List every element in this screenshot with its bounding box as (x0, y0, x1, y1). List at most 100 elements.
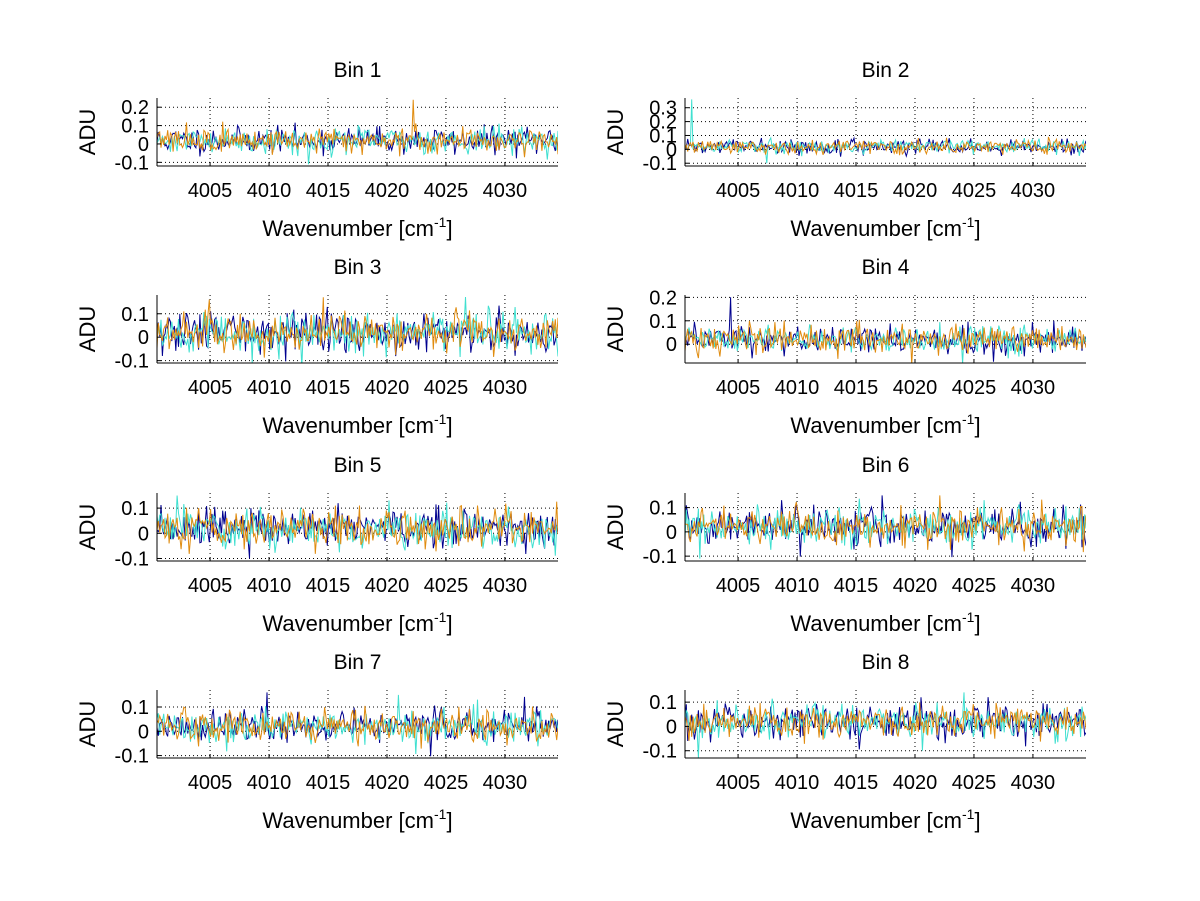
y-tick-label: 0.1 (121, 697, 149, 719)
series-line-1 (685, 297, 1086, 362)
x-axis-label-text: Wavenumber [cm (262, 808, 434, 833)
x-tick-label: 4030 (483, 575, 528, 597)
series-line-2 (685, 99, 1086, 164)
x-tick-label: 4025 (424, 772, 469, 794)
y-tick-label: -0.1 (643, 546, 677, 568)
x-tick-label: 4025 (952, 575, 997, 597)
y-axis-label: ADU (603, 306, 628, 352)
x-tick-label: 4020 (365, 575, 410, 597)
series-line-3 (157, 705, 558, 749)
x-tick-label: 4030 (1011, 772, 1056, 794)
x-tick-label: 4020 (365, 772, 410, 794)
x-axis-label-suffix: ] (446, 216, 452, 241)
x-tick-label: 4020 (365, 377, 410, 399)
x-tick-label: 4005 (716, 180, 761, 202)
y-tick-label: 0 (666, 139, 677, 161)
x-axis-label: Wavenumber [cm-1] (790, 609, 980, 636)
y-tick-label: 0 (666, 334, 677, 356)
x-tick-label: 4015 (834, 772, 879, 794)
x-tick-label: 4005 (716, 575, 761, 597)
subplot-bin-4: 4005 4010 4015 4020 4025 4030 00.10.2 Bin 4 ADU W… (603, 256, 1086, 438)
y-tick-label: 0.1 (649, 311, 677, 333)
y-axis-label: ADU (75, 109, 100, 155)
subplot-title: Bin 3 (334, 256, 382, 279)
x-axis-label-suffix: ] (974, 216, 980, 241)
subplot-title: Bin 4 (862, 256, 910, 279)
subplot-title: Bin 8 (862, 651, 910, 674)
x-axis-label-exponent: -1 (962, 411, 975, 427)
x-axis-label-text: Wavenumber [cm (262, 611, 434, 636)
y-axis-label: ADU (603, 504, 628, 550)
x-axis-label-exponent: -1 (434, 411, 447, 427)
y-tick-label: -0.1 (643, 153, 677, 175)
x-tick-label: 4015 (306, 575, 351, 597)
y-axis-label: ADU (603, 701, 628, 747)
subplot-title: Bin 1 (334, 59, 382, 82)
y-tick-label: 0.1 (649, 692, 677, 714)
x-tick-label: 4020 (365, 180, 410, 202)
x-axis-label-exponent: -1 (962, 806, 975, 822)
y-tick-label: 0.1 (649, 125, 677, 147)
x-tick-label: 4030 (483, 180, 528, 202)
y-tick-label: 0.2 (649, 287, 677, 309)
x-tick-label: 4030 (483, 377, 528, 399)
x-tick-label: 4025 (424, 180, 469, 202)
y-tick-label: -0.1 (115, 548, 149, 570)
series-line-2 (157, 694, 558, 755)
y-tick-label: 0 (138, 327, 149, 349)
x-tick-label: 4005 (188, 377, 233, 399)
series-line-1 (685, 495, 1086, 558)
y-tick-label: 0.1 (121, 498, 149, 520)
x-axis-label: Wavenumber [cm-1] (262, 609, 452, 636)
x-tick-label: 4005 (716, 772, 761, 794)
x-tick-label: 4015 (834, 180, 879, 202)
x-axis-label-suffix: ] (974, 611, 980, 636)
y-tick-label: 0 (138, 721, 149, 743)
y-tick-label: 0.2 (121, 97, 149, 119)
x-axis-label-exponent: -1 (434, 609, 447, 625)
subplot-title: Bin 5 (334, 454, 382, 477)
series-line-3 (685, 495, 1086, 553)
y-tick-label: 0.2 (649, 112, 677, 134)
x-axis-label-exponent: -1 (962, 214, 975, 230)
y-tick-label: 0 (666, 522, 677, 544)
x-axis-label-exponent: -1 (434, 806, 447, 822)
x-tick-label: 4010 (775, 180, 820, 202)
x-tick-label: 4010 (247, 180, 292, 202)
x-tick-label: 4005 (188, 575, 233, 597)
series-line-3 (157, 501, 558, 554)
x-axis-label-suffix: ] (974, 808, 980, 833)
x-tick-label: 4030 (1011, 575, 1056, 597)
y-tick-label: 0 (666, 716, 677, 738)
x-tick-label: 4010 (775, 575, 820, 597)
x-axis-label-text: Wavenumber [cm (790, 413, 962, 438)
x-axis-label: Wavenumber [cm-1] (790, 214, 980, 241)
x-tick-label: 4020 (893, 377, 938, 399)
x-axis-label: Wavenumber [cm-1] (790, 411, 980, 438)
series-line-2 (685, 692, 1086, 758)
x-tick-label: 4010 (775, 377, 820, 399)
x-tick-label: 4020 (893, 772, 938, 794)
x-tick-label: 4025 (952, 180, 997, 202)
x-tick-label: 4025 (952, 772, 997, 794)
y-tick-label: 0.3 (649, 98, 677, 120)
subplot-bin-7: 4005 4010 4015 4020 4025 4030 -0.1 00.1 Bin 7 ADU… (75, 651, 558, 833)
y-tick-label: -0.1 (115, 152, 149, 174)
y-tick-label: 0.1 (121, 116, 149, 138)
x-tick-label: 4020 (893, 575, 938, 597)
y-tick-label: 0 (138, 523, 149, 545)
series-line-2 (685, 498, 1086, 559)
x-axis-label: Wavenumber [cm-1] (262, 214, 452, 241)
x-axis-label-suffix: ] (446, 808, 452, 833)
y-tick-label: -0.1 (115, 351, 149, 373)
x-tick-label: 4005 (716, 377, 761, 399)
series-line-3 (685, 319, 1086, 363)
x-tick-label: 4010 (247, 575, 292, 597)
x-axis-label-text: Wavenumber [cm (790, 611, 962, 636)
x-tick-label: 4030 (1011, 377, 1056, 399)
x-axis-label-text: Wavenumber [cm (262, 216, 434, 241)
series-line-3 (157, 297, 558, 358)
x-tick-label: 4005 (188, 180, 233, 202)
x-tick-label: 4025 (424, 377, 469, 399)
x-axis-label: Wavenumber [cm-1] (262, 806, 452, 833)
